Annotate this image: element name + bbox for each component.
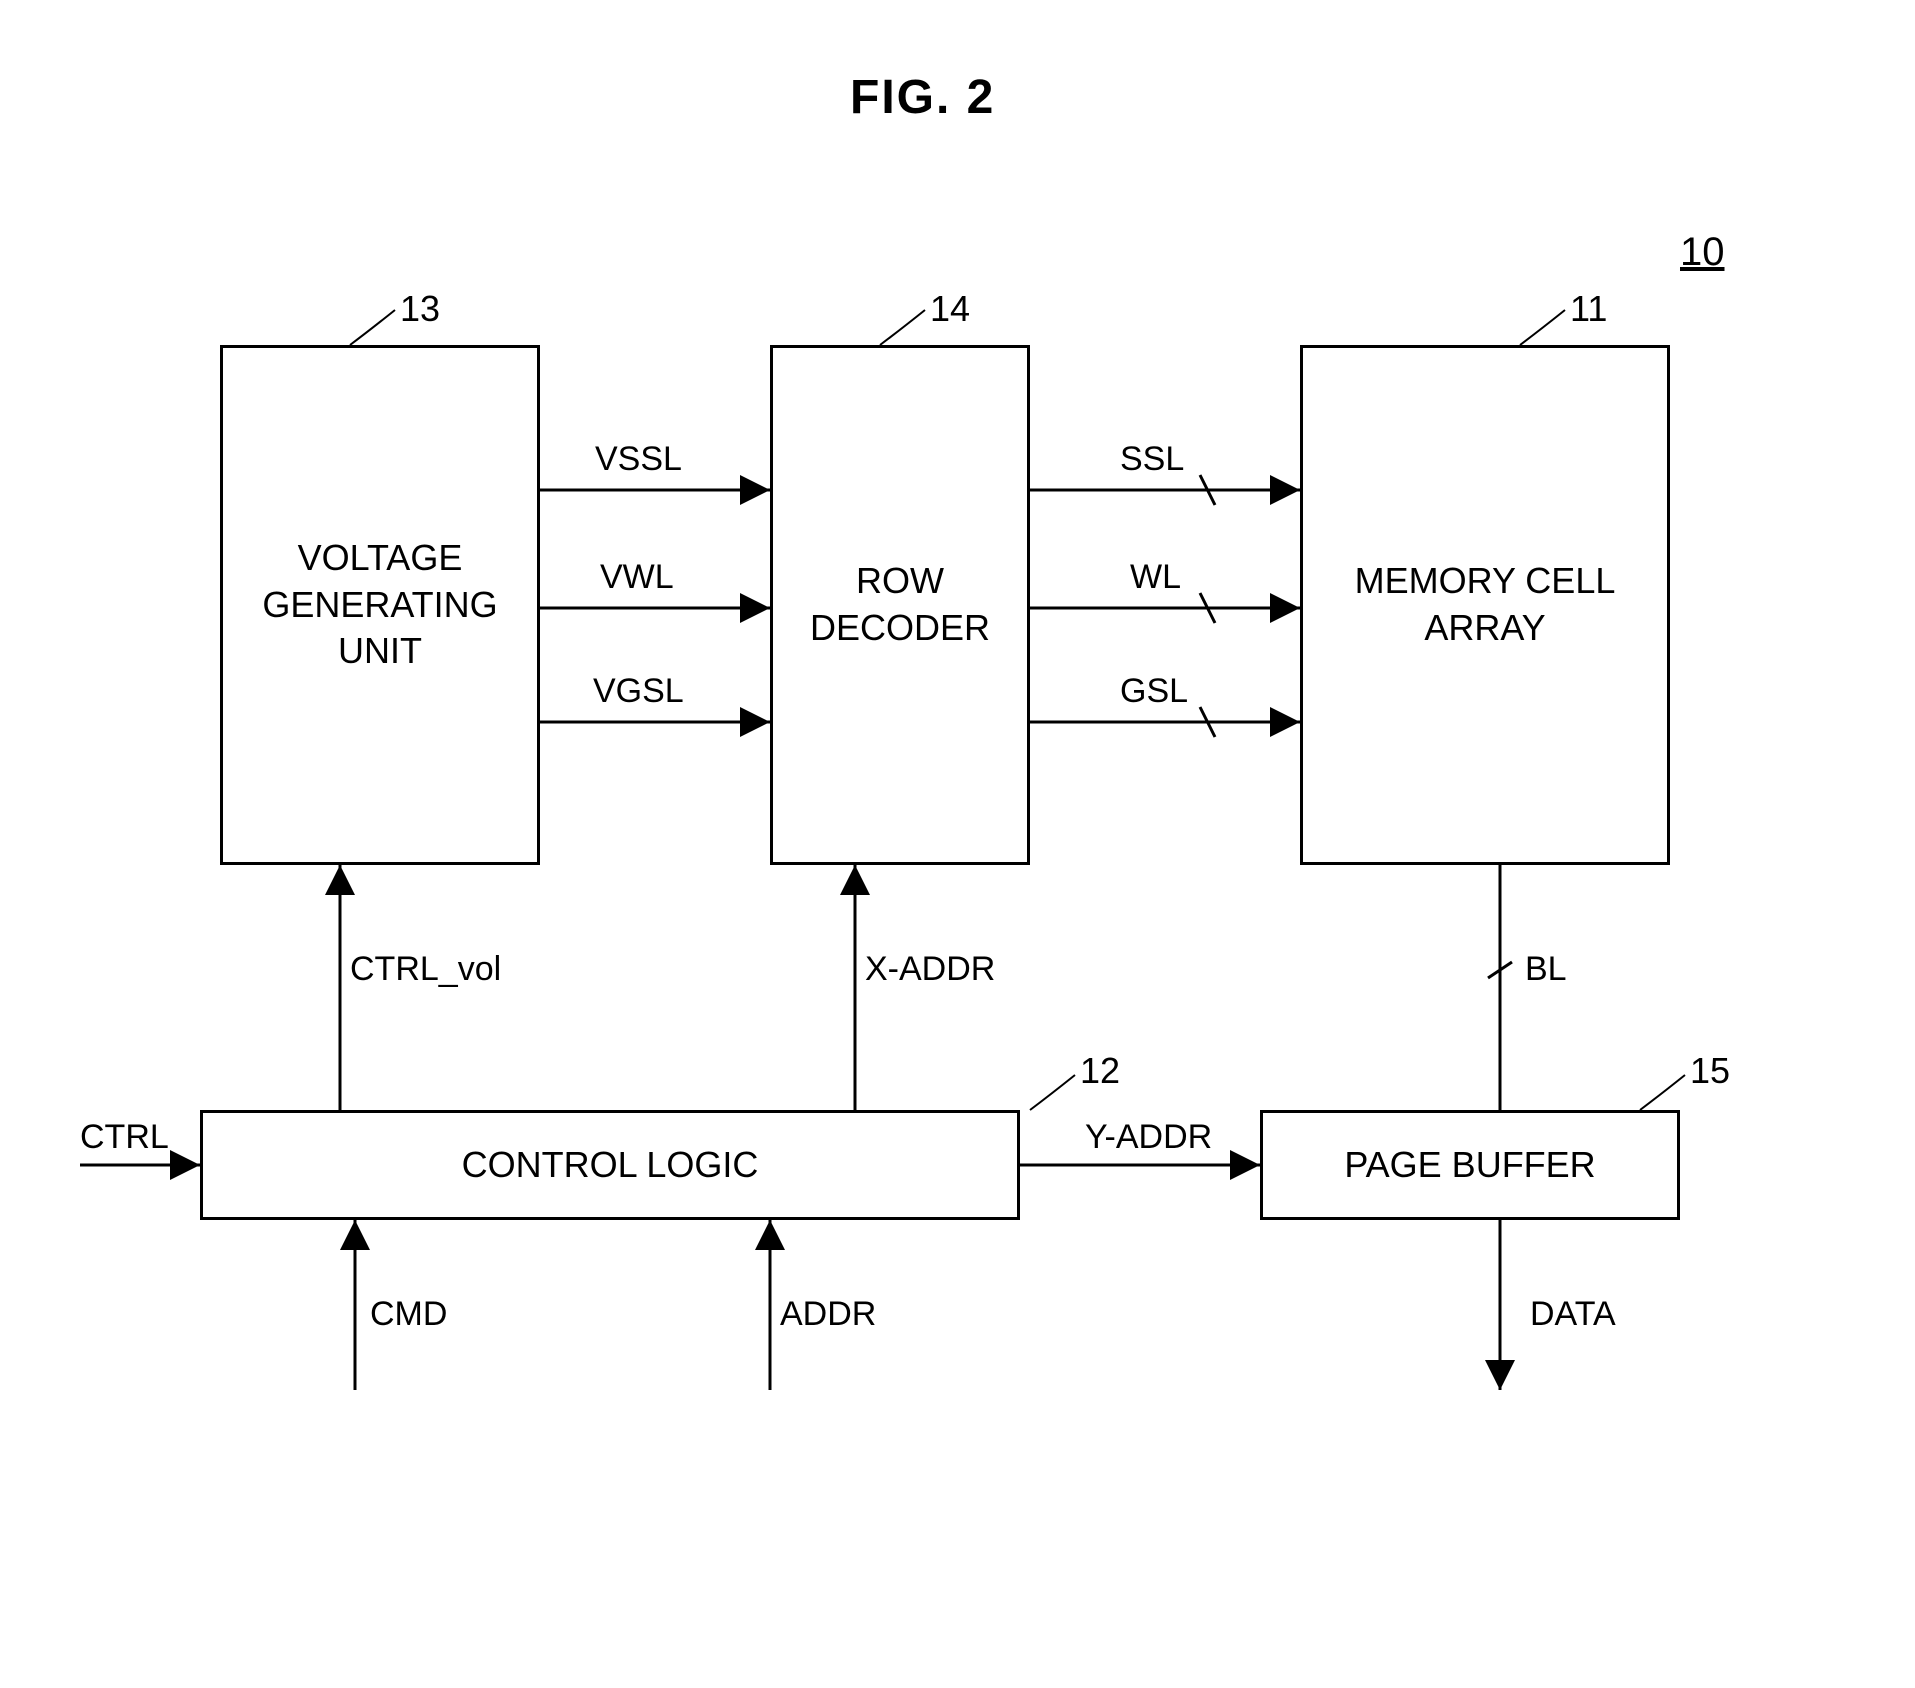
diagram-svg [0,0,1915,1688]
